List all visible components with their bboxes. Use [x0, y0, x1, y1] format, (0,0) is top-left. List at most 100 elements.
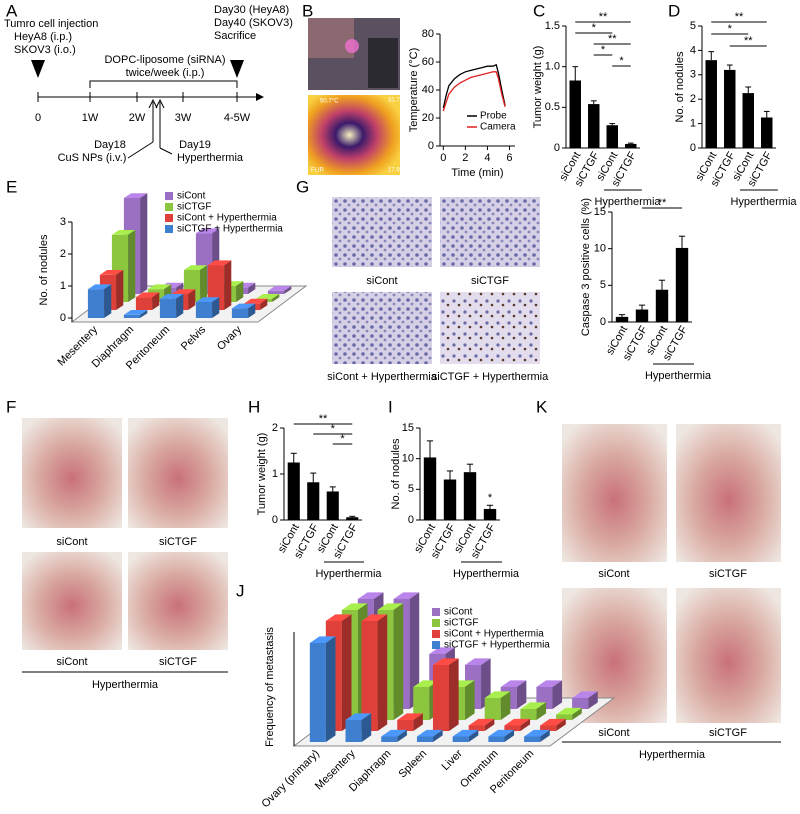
- error-bar: [745, 86, 752, 94]
- bar-side: [248, 282, 256, 294]
- bar: [326, 491, 339, 520]
- photo: [562, 424, 667, 562]
- bar-top: [468, 718, 495, 726]
- bar: [606, 125, 618, 148]
- bar-top: [452, 729, 479, 737]
- bar: [397, 713, 423, 731]
- error-bar: [763, 110, 770, 118]
- x-tick-label: 0: [440, 152, 446, 164]
- y-tick-label: 0: [408, 514, 414, 526]
- photo-label: siCont: [598, 727, 629, 739]
- timeline-text: Day30 (HeyA8): [214, 4, 289, 16]
- y-tick-label: 60: [422, 56, 434, 68]
- bar-top: [484, 691, 511, 698]
- bar-side: [540, 729, 550, 742]
- bar-front: [413, 687, 430, 720]
- error-bar: [426, 440, 434, 458]
- photos-F: siCont siCTGF siCont siCTGF Hyperthermia: [22, 418, 228, 691]
- legend-swatch: [432, 619, 440, 627]
- group-label: Hyperthermia: [594, 196, 661, 208]
- bar-top: [413, 680, 439, 687]
- bar-top: [87, 284, 112, 290]
- bar-side: [325, 636, 336, 742]
- event-arrow: [148, 98, 158, 142]
- time-label: 4-5W: [224, 112, 251, 124]
- image-label: siCTGF + Hyperthermia: [432, 371, 549, 383]
- legend-swatch: [165, 214, 173, 222]
- bar-side: [520, 718, 531, 731]
- bar: [452, 729, 479, 742]
- bar-front: [267, 290, 285, 294]
- bar-front: [397, 720, 414, 731]
- bar-side: [260, 298, 268, 310]
- significance: *: [331, 423, 336, 435]
- time-label: 3W: [175, 112, 192, 124]
- bar-front: [540, 725, 557, 731]
- x-tick-label: Ovary (primary): [260, 748, 323, 811]
- significance: *: [592, 22, 597, 34]
- bar: [483, 508, 497, 520]
- bar-front: [432, 665, 450, 731]
- bar-front: [556, 714, 573, 720]
- image-label: siCTGF: [471, 275, 509, 287]
- bar-top: [397, 713, 423, 720]
- bar-side: [433, 729, 443, 742]
- bar-side: [536, 702, 547, 720]
- time-label: 1W: [82, 112, 99, 124]
- y-axis-label: Tumor weight (g): [256, 433, 268, 516]
- bar-side: [465, 680, 475, 720]
- bar-top: [504, 718, 531, 726]
- panel-letter: I: [388, 397, 393, 416]
- bar: [540, 718, 566, 731]
- bar-front: [452, 736, 469, 742]
- y-axis-label: Temperature (°C): [408, 48, 420, 132]
- x-tick-label: Liver: [440, 747, 466, 773]
- bar-top: [416, 729, 443, 737]
- bar-top: [500, 680, 527, 687]
- bar-side: [500, 691, 511, 720]
- bar-side: [377, 614, 388, 731]
- panel-letter: E: [6, 177, 17, 196]
- y-tick-label: 80: [422, 28, 434, 40]
- y-tick-label: 1.0: [545, 61, 560, 73]
- bar: [520, 702, 547, 720]
- significance: *: [601, 44, 606, 56]
- image-label: siCont: [366, 275, 397, 287]
- bar: [524, 729, 550, 742]
- time-label: 2W: [129, 112, 146, 124]
- y-tick-label: 3: [690, 69, 696, 81]
- y-tick-label: 5: [408, 483, 414, 495]
- error-bar: [310, 472, 317, 483]
- bar-front: [504, 725, 521, 731]
- x-tick-label: 4: [484, 152, 490, 164]
- bar-side: [572, 707, 582, 720]
- legend-label: siCTGF + Hyperthermia: [444, 640, 550, 651]
- bar-top: [243, 298, 268, 304]
- significance: *: [619, 55, 624, 67]
- histology-image: [440, 292, 540, 364]
- bar-side: [140, 193, 148, 294]
- bar-side: [236, 281, 244, 302]
- bar-front: [484, 698, 501, 720]
- bar-top: [123, 193, 148, 198]
- bar-side: [272, 294, 280, 302]
- treatment-bracket: [89, 80, 238, 88]
- bar: [423, 457, 437, 520]
- bar: [123, 310, 148, 318]
- y-tick-label: 0: [554, 142, 560, 154]
- bar: [159, 294, 184, 318]
- y-tick-label: 3: [60, 216, 66, 228]
- error-bar: [329, 486, 336, 492]
- bar-front: [381, 736, 398, 742]
- photo: [676, 424, 781, 562]
- bar-side: [484, 718, 495, 731]
- bar-top: [572, 691, 598, 698]
- legend-label: siCont + Hyperthermia: [444, 629, 544, 640]
- bar-side: [409, 592, 420, 709]
- group-label: Hyperthermia: [92, 679, 159, 691]
- bar-side: [200, 265, 208, 302]
- photo: [22, 418, 122, 528]
- panel-letter: G: [296, 177, 309, 196]
- thermal-text: 17.9: [388, 168, 400, 174]
